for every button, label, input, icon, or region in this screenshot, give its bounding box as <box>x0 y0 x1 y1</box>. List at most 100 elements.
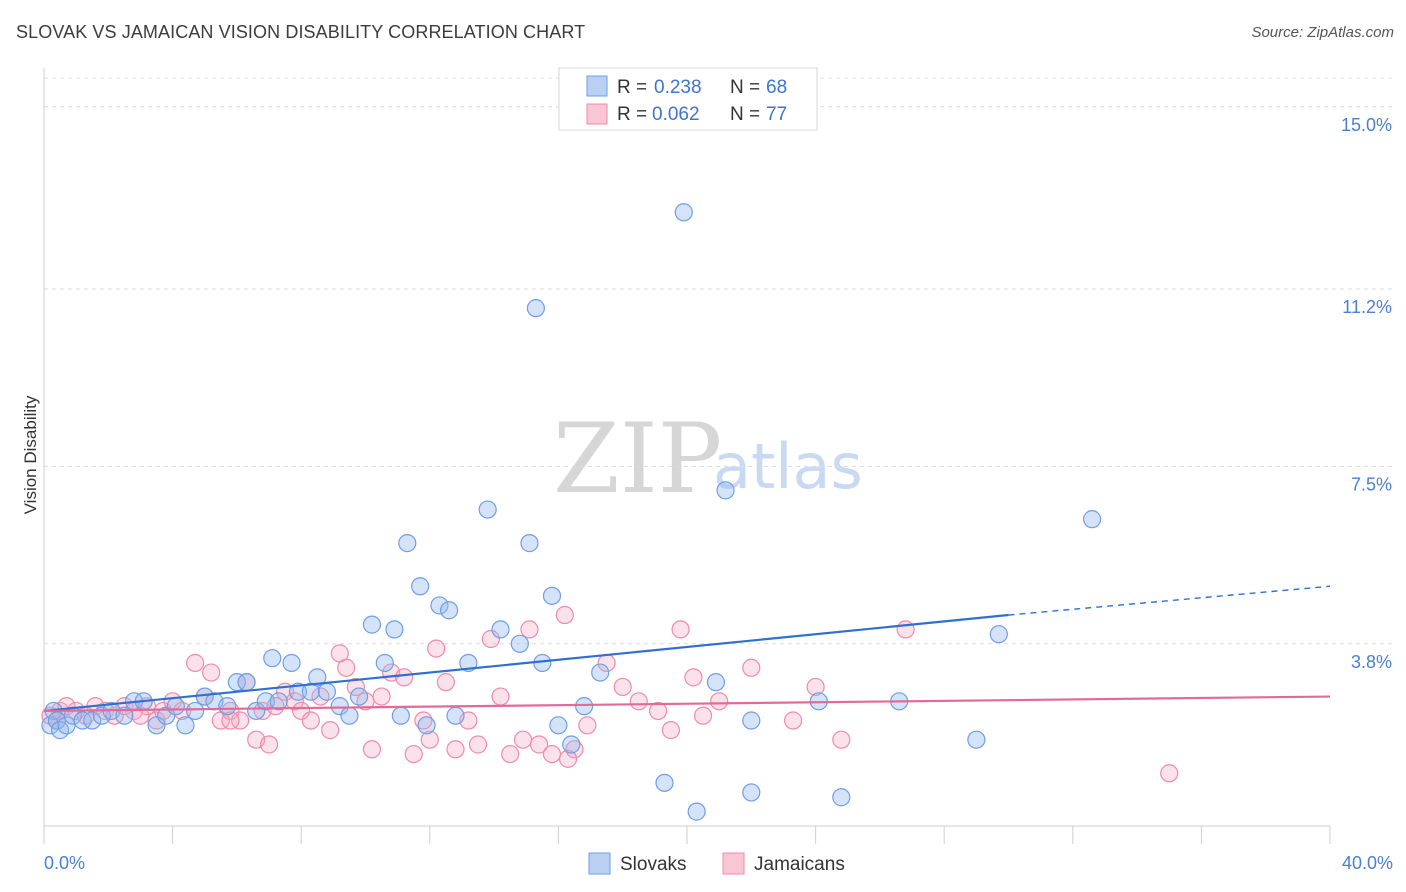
slovaks-trend-extension <box>1008 585 1331 616</box>
jamaicans-point <box>648 701 668 721</box>
bottom-legend-label-jamaicans: Jamaicans <box>754 854 845 875</box>
y-axis-title: Vision Disability <box>21 395 40 514</box>
jamaicans-point <box>513 730 533 749</box>
legend-r-label-jamaicans: R = <box>617 104 647 125</box>
jamaicans-point <box>105 706 124 725</box>
jamaicans-point <box>221 701 240 721</box>
legend-r-label-slovaks: R = <box>617 77 647 98</box>
slovaks-point <box>430 596 449 615</box>
slovaks-point <box>83 711 102 730</box>
slovaks-point <box>317 682 337 701</box>
legend-n-value-jamaicans: 77 <box>766 104 787 125</box>
slovaks-point <box>549 716 568 735</box>
slovaks-point <box>385 620 404 639</box>
y-tick-label: 7.5% <box>1351 474 1392 494</box>
slovaks-trend-line <box>43 613 1009 713</box>
trend-lines <box>43 585 1331 713</box>
slovaks-point <box>674 203 693 222</box>
slovaks-point <box>411 577 430 596</box>
slovaks-point <box>439 601 459 620</box>
jamaicans-point <box>404 744 423 764</box>
legend-n-label-jamaicans: N = <box>730 104 760 125</box>
slovaks-point <box>520 534 539 553</box>
source-label: Source: ZipAtlas.com <box>1251 24 1394 41</box>
slovaks-point <box>742 783 761 802</box>
jamaicans-point <box>321 721 340 740</box>
x-tick-label-max: 40.0% <box>1342 853 1393 873</box>
slovaks-point <box>491 620 510 639</box>
bottom-legend-swatch-slovaks <box>588 852 611 875</box>
jamaicans-point <box>259 735 279 754</box>
slovaks-point <box>687 802 706 821</box>
slovaks-point <box>186 701 205 721</box>
slovaks-point <box>706 673 726 692</box>
jamaicans-point <box>520 620 539 639</box>
slovaks-point <box>446 706 465 725</box>
bottom-legend-label-slovaks: Slovaks <box>620 854 687 875</box>
jamaicans-point <box>710 692 729 711</box>
jamaicans-point <box>414 711 433 730</box>
legend-swatch-slovaks <box>586 75 608 97</box>
jamaicans-point <box>231 711 250 730</box>
jamaicans-point <box>530 735 549 754</box>
slovaks-point <box>478 500 497 519</box>
jamaicans-point <box>446 740 465 759</box>
slovaks-point <box>288 682 308 701</box>
jamaicans-point <box>629 692 648 711</box>
slovaks-point <box>92 706 111 725</box>
slovaks-point <box>256 692 275 711</box>
slovaks-point <box>967 730 986 749</box>
slovaks-point <box>510 634 529 653</box>
jamaicans-point <box>578 716 597 735</box>
slovaks-point <box>349 687 369 706</box>
slovaks-point <box>269 692 288 711</box>
slovaks-point <box>526 299 545 318</box>
jamaicans-point <box>346 677 365 697</box>
jamaicans-point <box>542 744 562 764</box>
legend-r-value-slovaks: 0.238 <box>654 77 702 98</box>
chart-title: SLOVAK VS JAMAICAN VISION DISABILITY COR… <box>16 22 586 42</box>
jamaicans-point <box>285 692 304 711</box>
legend-r-value-jamaicans: 0.062 <box>652 104 700 125</box>
slovaks-point <box>247 701 266 721</box>
jamaicans-point <box>436 673 455 692</box>
slovaks-point <box>832 788 851 807</box>
slovaks-point <box>282 653 301 673</box>
legend-n-value-slovaks: 68 <box>766 77 787 98</box>
slovaks-point <box>263 649 282 668</box>
slovaks-point <box>716 481 735 500</box>
slovaks-point <box>591 663 610 682</box>
slovaks-point <box>542 586 562 605</box>
jamaicans-point <box>565 740 584 759</box>
jamaicans-point <box>221 711 240 730</box>
jamaicans-point <box>806 677 825 697</box>
slovaks-point <box>417 716 436 735</box>
jamaicans-point <box>266 697 285 716</box>
slovaks-point <box>742 711 761 730</box>
jamaicans-point <box>613 677 632 697</box>
slovaks-point <box>655 773 674 792</box>
slovaks-point <box>391 706 410 725</box>
jamaicans-point <box>832 730 851 749</box>
tick-labels: 3.8% 7.5% 11.2% 15.0% 0.0% 40.0% <box>44 115 1393 873</box>
slovaks-point <box>562 735 581 754</box>
slovaks-point <box>362 615 382 634</box>
jamaicans-point <box>1160 764 1179 783</box>
y-tick-label: 3.8% <box>1351 652 1392 672</box>
jamaicans-point <box>742 658 761 677</box>
slovaks-point <box>166 697 185 716</box>
jamaicans-point <box>337 658 356 677</box>
jamaicans-point <box>394 668 414 687</box>
slovaks-point <box>1082 510 1102 529</box>
slovaks-point <box>340 706 359 725</box>
slovaks-point <box>575 697 594 716</box>
slovaks-point <box>218 697 237 716</box>
jamaicans-point <box>693 706 713 725</box>
bottom-legend-swatch-jamaicans <box>722 852 745 875</box>
jamaicans-point <box>671 620 690 639</box>
watermark-zip: ZIP <box>553 403 722 515</box>
slovaks-point <box>375 653 394 673</box>
jamaicans-point <box>661 721 681 740</box>
jamaicans-point <box>372 687 391 706</box>
grid-lines <box>44 77 1395 645</box>
